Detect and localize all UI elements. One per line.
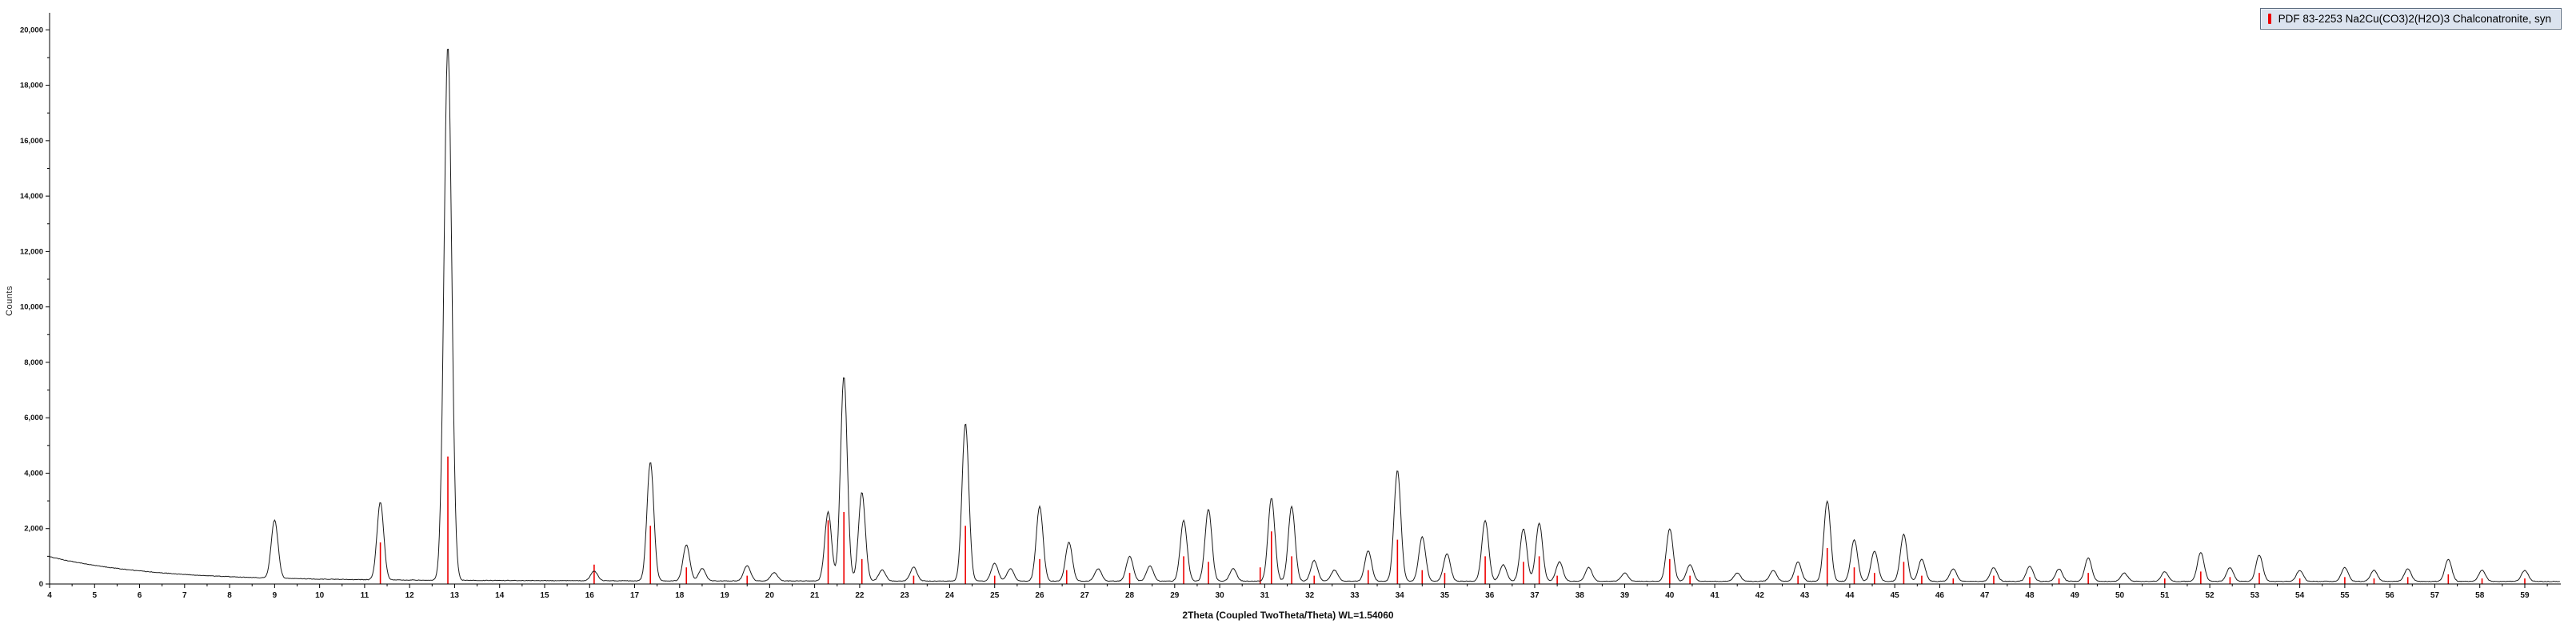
- svg-text:6,000: 6,000: [24, 414, 43, 422]
- svg-text:16,000: 16,000: [20, 137, 43, 146]
- svg-text:52: 52: [2206, 591, 2215, 600]
- reference-stick-icon: [2267, 14, 2271, 24]
- svg-text:54: 54: [2295, 591, 2305, 600]
- svg-text:35: 35: [1440, 591, 1450, 600]
- svg-text:4,000: 4,000: [24, 469, 43, 478]
- svg-text:53: 53: [2251, 591, 2260, 600]
- svg-text:55: 55: [2340, 591, 2350, 600]
- svg-text:51: 51: [2160, 591, 2170, 600]
- svg-text:26: 26: [1035, 591, 1044, 600]
- svg-text:18: 18: [675, 591, 685, 600]
- y-axis-title: Counts: [5, 286, 14, 316]
- reference-sticks: [379, 456, 2526, 584]
- svg-text:10,000: 10,000: [20, 303, 43, 312]
- svg-text:17: 17: [630, 591, 640, 600]
- svg-text:15: 15: [540, 591, 549, 600]
- svg-text:32: 32: [1305, 591, 1315, 600]
- svg-text:14: 14: [495, 591, 505, 600]
- svg-text:38: 38: [1576, 591, 1585, 600]
- y-axis-ticks: 0 2,000 4,000 6,000 8,000 10,000 12,000 14,000 1…: [20, 26, 50, 589]
- svg-text:33: 33: [1350, 591, 1360, 600]
- svg-text:31: 31: [1260, 591, 1270, 600]
- svg-text:12: 12: [405, 591, 415, 600]
- svg-text:27: 27: [1080, 591, 1090, 600]
- svg-text:18,000: 18,000: [20, 82, 43, 90]
- svg-text:16: 16: [585, 591, 595, 600]
- svg-text:50: 50: [2115, 591, 2125, 600]
- svg-text:22: 22: [855, 591, 865, 600]
- svg-text:41: 41: [1711, 591, 1720, 600]
- svg-text:23: 23: [901, 591, 910, 600]
- svg-text:13: 13: [450, 591, 460, 600]
- svg-text:56: 56: [2386, 591, 2395, 600]
- svg-text:5: 5: [92, 591, 97, 600]
- svg-text:2,000: 2,000: [24, 525, 43, 534]
- svg-text:19: 19: [721, 591, 730, 600]
- svg-text:8,000: 8,000: [24, 358, 43, 367]
- svg-text:7: 7: [182, 591, 187, 600]
- svg-text:39: 39: [1620, 591, 1630, 600]
- svg-text:30: 30: [1216, 591, 1225, 600]
- svg-text:37: 37: [1530, 591, 1540, 600]
- legend[interactable]: PDF 83-2253 Na2Cu(CO3)2(H2O)3 Chalconatr…: [2259, 8, 2562, 30]
- svg-text:9: 9: [273, 591, 278, 600]
- legend-label: PDF 83-2253 Na2Cu(CO3)2(H2O)3 Chalconatr…: [2278, 13, 2551, 25]
- svg-text:10: 10: [315, 591, 325, 600]
- svg-text:34: 34: [1396, 591, 1405, 600]
- svg-text:6: 6: [138, 591, 142, 600]
- svg-text:12,000: 12,000: [20, 247, 43, 256]
- svg-text:28: 28: [1125, 591, 1135, 600]
- svg-text:46: 46: [1935, 591, 1945, 600]
- svg-text:59: 59: [2520, 591, 2530, 600]
- svg-text:58: 58: [2475, 591, 2485, 600]
- x-axis-ticks: 4 5 6 7 8 9 10 11 12 13 14 15 16 17 18 19 20 21 22 23 24 25 26…: [47, 584, 2548, 600]
- svg-text:0: 0: [39, 580, 43, 589]
- svg-text:20: 20: [765, 591, 775, 600]
- svg-text:42: 42: [1755, 591, 1765, 600]
- svg-text:44: 44: [1845, 591, 1855, 600]
- measured-trace: [49, 48, 2560, 582]
- svg-text:24: 24: [945, 591, 955, 600]
- svg-text:21: 21: [810, 591, 820, 600]
- svg-text:36: 36: [1485, 591, 1495, 600]
- svg-text:4: 4: [47, 591, 52, 600]
- svg-text:20,000: 20,000: [20, 26, 43, 34]
- svg-text:47: 47: [1980, 591, 1990, 600]
- x-axis-title: 2Theta (Coupled TwoTheta/Theta) WL=1.540…: [1182, 610, 1394, 621]
- axes: [49, 13, 2561, 585]
- svg-text:14,000: 14,000: [20, 192, 43, 201]
- svg-text:48: 48: [2025, 591, 2035, 600]
- svg-text:11: 11: [361, 591, 369, 600]
- svg-text:25: 25: [990, 591, 1000, 600]
- svg-text:49: 49: [2071, 591, 2080, 600]
- svg-text:57: 57: [2430, 591, 2440, 600]
- svg-text:45: 45: [1891, 591, 1900, 600]
- svg-text:8: 8: [227, 591, 232, 600]
- svg-text:29: 29: [1170, 591, 1180, 600]
- svg-text:43: 43: [1800, 591, 1810, 600]
- svg-text:40: 40: [1665, 591, 1675, 600]
